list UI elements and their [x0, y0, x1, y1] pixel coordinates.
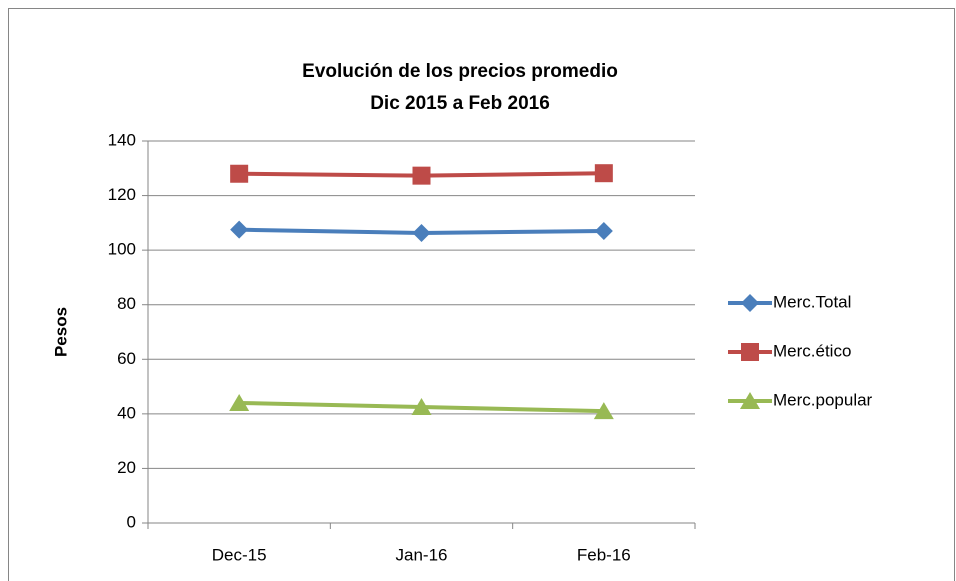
marker	[230, 220, 249, 239]
legend-marker	[741, 294, 759, 312]
y-tick-label: 60	[117, 349, 136, 368]
marker	[594, 164, 613, 183]
legend-label: Merc.popular	[773, 390, 873, 409]
y-tick-label: 40	[117, 403, 136, 422]
y-axis-label: Pesos	[51, 307, 70, 357]
chart-subtitle: Dic 2015 a Feb 2016	[370, 93, 550, 114]
y-tick-label: 0	[127, 512, 136, 531]
x-tick-label: Jan-16	[396, 545, 448, 564]
marker	[594, 222, 613, 241]
y-tick-label: 80	[117, 294, 136, 313]
y-tick-label: 120	[108, 185, 136, 204]
legend-label: Merc.ético	[773, 341, 851, 360]
marker	[412, 166, 431, 185]
marker	[593, 402, 614, 420]
x-tick-label: Dec-15	[212, 545, 267, 564]
marker	[230, 164, 249, 183]
chart-frame	[8, 8, 955, 581]
marker	[412, 223, 431, 242]
y-tick-label: 20	[117, 458, 136, 477]
legend-marker	[740, 392, 760, 409]
y-tick-label: 140	[108, 130, 136, 149]
legend-label: Merc.Total	[773, 292, 851, 311]
legend-marker	[741, 343, 759, 361]
marker	[411, 398, 432, 416]
chart-title: Evolución de los precios promedio	[302, 61, 618, 82]
marker	[229, 393, 250, 411]
x-tick-label: Feb-16	[577, 545, 631, 564]
y-tick-label: 100	[108, 240, 136, 259]
